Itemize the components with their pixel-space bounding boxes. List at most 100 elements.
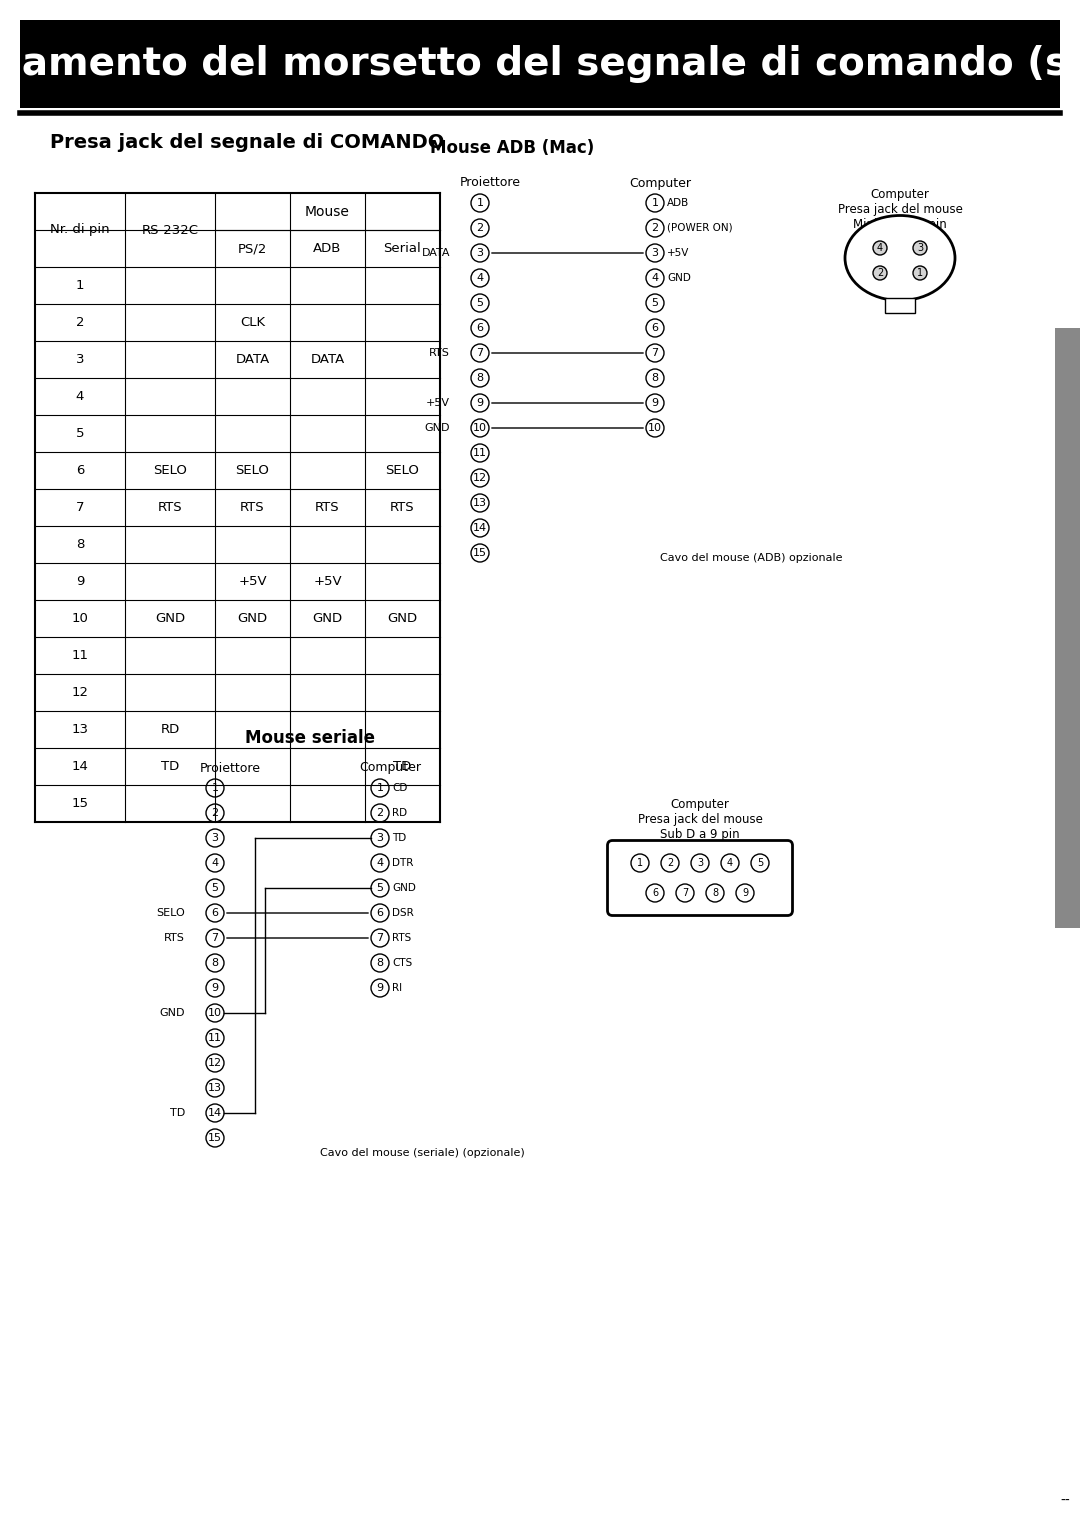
Text: 4: 4	[877, 243, 883, 254]
Text: 13: 13	[473, 498, 487, 507]
Text: Presa jack del segnale di COMANDO: Presa jack del segnale di COMANDO	[50, 133, 444, 153]
Text: 1: 1	[76, 280, 84, 292]
Text: GND: GND	[388, 613, 418, 625]
Text: 10: 10	[71, 613, 89, 625]
Text: 9: 9	[476, 397, 484, 408]
Text: RS-232C: RS-232C	[141, 223, 199, 237]
Text: Computer: Computer	[629, 177, 691, 189]
Text: 3: 3	[917, 243, 923, 254]
Text: 7: 7	[681, 888, 688, 898]
Text: 13: 13	[208, 1083, 222, 1093]
Bar	[885, 298, 915, 313]
Text: 3: 3	[651, 248, 659, 258]
Text: RTS: RTS	[240, 501, 265, 513]
Text: GND: GND	[238, 613, 268, 625]
Text: 12: 12	[208, 1057, 222, 1068]
Text: 4: 4	[212, 859, 218, 868]
Text: PS/2: PS/2	[238, 241, 267, 255]
Text: Mouse seriale: Mouse seriale	[245, 729, 375, 747]
Text: 2: 2	[212, 808, 218, 817]
Text: 8: 8	[76, 538, 84, 552]
Text: RD: RD	[392, 808, 407, 817]
Text: GND: GND	[154, 613, 185, 625]
Text: 2: 2	[877, 267, 883, 278]
Text: GND: GND	[160, 1008, 185, 1018]
Text: 8: 8	[377, 958, 383, 969]
Text: 2: 2	[476, 223, 484, 232]
Text: RTS: RTS	[158, 501, 183, 513]
Circle shape	[913, 266, 927, 280]
Text: 4: 4	[476, 274, 484, 283]
Text: 8: 8	[712, 888, 718, 898]
Text: ADB: ADB	[667, 199, 689, 208]
Text: Proiettore: Proiettore	[459, 177, 521, 189]
Text: Mouse ADB (Mac): Mouse ADB (Mac)	[430, 139, 594, 157]
Text: SELO: SELO	[153, 465, 187, 477]
Text: 2: 2	[651, 223, 659, 232]
Text: Serial: Serial	[383, 241, 421, 255]
Text: 5: 5	[212, 883, 218, 892]
Text: 11: 11	[208, 1033, 222, 1044]
Text: 1: 1	[212, 782, 218, 793]
Text: CTS: CTS	[392, 958, 413, 969]
Text: TD: TD	[392, 833, 406, 843]
Text: RTS: RTS	[392, 934, 411, 943]
Text: 9: 9	[76, 575, 84, 588]
Text: 8: 8	[651, 373, 659, 384]
Text: 9: 9	[377, 983, 383, 993]
Text: +5V: +5V	[313, 575, 341, 588]
Text: 8: 8	[212, 958, 218, 969]
Text: DATA: DATA	[310, 353, 345, 367]
Text: Computer: Computer	[359, 761, 421, 775]
Text: 12: 12	[473, 474, 487, 483]
Text: +5V: +5V	[667, 248, 689, 258]
Text: TD: TD	[161, 759, 179, 773]
Text: 5: 5	[76, 426, 84, 440]
Ellipse shape	[845, 215, 955, 301]
Text: 12: 12	[71, 686, 89, 698]
Text: 1: 1	[651, 199, 659, 208]
Text: 9: 9	[742, 888, 748, 898]
Text: ADB: ADB	[313, 241, 341, 255]
Text: 15: 15	[473, 549, 487, 558]
Circle shape	[873, 266, 887, 280]
Text: SELO: SELO	[235, 465, 269, 477]
Text: GND: GND	[667, 274, 691, 283]
Text: 4: 4	[727, 859, 733, 868]
Text: 11: 11	[71, 649, 89, 662]
Text: +5V: +5V	[239, 575, 267, 588]
Text: 13: 13	[71, 723, 89, 736]
Text: 3: 3	[76, 353, 84, 367]
Text: 14: 14	[473, 523, 487, 533]
Text: GND: GND	[424, 423, 450, 432]
Text: 4: 4	[651, 274, 659, 283]
Text: Computer
Presa jack del mouse
Sub D a 9 pin: Computer Presa jack del mouse Sub D a 9 …	[637, 798, 762, 840]
Text: 7: 7	[377, 934, 383, 943]
Text: GND: GND	[392, 883, 416, 892]
Text: 3: 3	[697, 859, 703, 868]
Text: Cavo del mouse (ADB) opzionale: Cavo del mouse (ADB) opzionale	[660, 553, 842, 562]
Text: SELO: SELO	[157, 908, 185, 918]
Text: 10: 10	[208, 1008, 222, 1018]
Text: 4: 4	[377, 859, 383, 868]
Text: Mouse: Mouse	[305, 205, 350, 219]
Text: RTS: RTS	[164, 934, 185, 943]
Text: CLK: CLK	[240, 316, 265, 329]
Circle shape	[913, 241, 927, 255]
Text: RTS: RTS	[429, 348, 450, 358]
Text: 7: 7	[651, 348, 659, 358]
Text: 8: 8	[476, 373, 484, 384]
Text: 5: 5	[377, 883, 383, 892]
Text: 6: 6	[476, 322, 484, 333]
Text: 10: 10	[648, 423, 662, 432]
Text: 6: 6	[651, 322, 659, 333]
Text: SELO: SELO	[386, 465, 419, 477]
Text: CD: CD	[392, 782, 407, 793]
Text: +5V: +5V	[426, 397, 450, 408]
Text: Cavo del mouse (seriale) (opzionale): Cavo del mouse (seriale) (opzionale)	[320, 1148, 525, 1158]
Text: 9: 9	[212, 983, 218, 993]
Text: 3: 3	[476, 248, 484, 258]
Text: 6: 6	[377, 908, 383, 918]
Text: 5: 5	[651, 298, 659, 309]
Text: DATA: DATA	[235, 353, 270, 367]
